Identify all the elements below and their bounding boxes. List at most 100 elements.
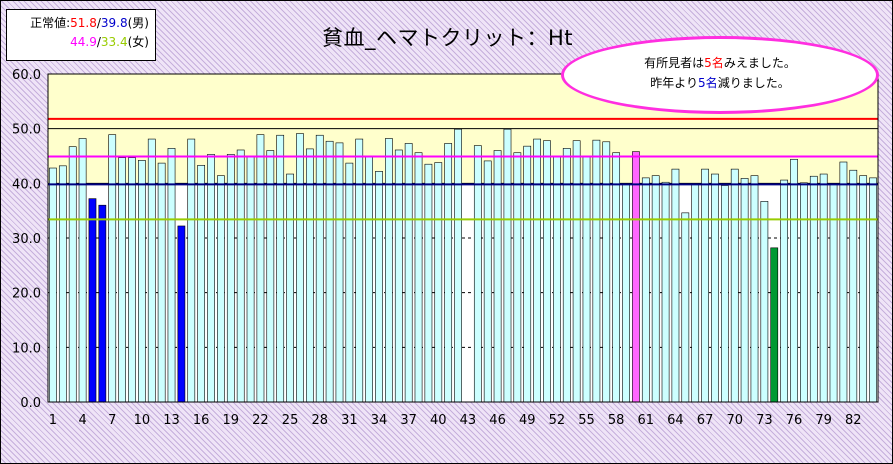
bar [543,140,551,403]
legend-male-label: (男) [127,16,149,30]
bar [49,167,57,403]
bar [325,140,334,403]
bar [582,156,591,403]
bar [572,140,581,403]
x-tick-label: 40 [430,413,447,428]
plot-area-lower [48,184,878,402]
bar [58,165,67,403]
legend-female-lower: 33.4 [100,35,128,49]
bar [681,212,690,403]
legend-male-upper: 51.8 [70,16,97,30]
bar [632,151,640,403]
bar [839,161,848,403]
x-tick-label: 70 [726,413,743,428]
x-tick-label: 73 [756,413,773,428]
bar [315,134,324,403]
bar [760,201,769,403]
bar [859,175,868,403]
bar [720,185,729,403]
x-tick-label: 22 [252,413,269,428]
note-line-2: 昨年より5名減りました。 [564,73,876,93]
x-tick-label: 64 [667,413,684,428]
bar [236,149,245,403]
bar [296,133,304,403]
bar [592,139,601,403]
bar [651,175,660,403]
x-tick-label: 43 [460,413,477,428]
bar [641,177,650,403]
note-line2-pre: 昨年より [650,76,699,90]
bar [661,181,670,403]
bar [780,179,788,403]
x-tick-label: 16 [193,413,210,428]
bar [177,225,186,403]
legend-female-upper: 44.9 [70,35,97,49]
bar [829,184,838,403]
bar [345,162,354,403]
x-tick-label: 4 [78,413,86,428]
bar [226,154,235,403]
bar [167,148,176,403]
x-tick-label: 10 [134,413,151,428]
x-tick-label: 82 [845,413,862,428]
x-tick-label: 13 [163,413,180,428]
bar [197,164,206,403]
bar [414,152,423,403]
x-tick-label: 7 [108,413,116,428]
bar [404,143,413,403]
y-tick-label: 30.0 [12,232,41,247]
x-tick-label: 37 [400,413,417,428]
bar [553,156,561,403]
bar [187,138,196,403]
note-line2-num: 5名 [698,76,718,90]
reference-legend: 正常値:51.8/39.8(男) 44.9/33.4(女) [6,9,156,61]
bar [790,158,798,403]
legend-female-row: 44.9/33.4(女) [7,33,149,51]
bar [128,157,136,403]
bar [78,138,87,403]
bar [147,138,156,403]
legend-slash: / [96,35,101,49]
x-tick-label: 34 [371,413,388,428]
bar [622,183,630,403]
y-tick-label: 10.0 [12,341,41,356]
x-tick-label: 52 [549,413,566,428]
bar [355,138,364,403]
note-line-1: 有所見者は5名みえました。 [564,53,876,73]
bar [533,138,541,403]
x-tick-label: 28 [311,413,328,428]
bar [256,134,265,403]
x-tick-label: 55 [578,413,595,428]
bar [207,154,215,403]
bar [503,128,512,403]
bar [88,198,97,403]
bar [483,160,492,403]
bar [108,134,117,403]
y-tick-label: 40.0 [12,177,41,192]
bar [118,157,126,403]
x-tick-label: 58 [608,413,625,428]
bar [711,173,719,403]
x-tick-label: 31 [341,413,358,428]
bar [98,204,107,403]
bar [800,182,808,403]
bar [701,168,709,403]
bar [365,155,373,403]
x-tick-label: 19 [223,413,240,428]
bar [454,128,462,403]
bar [385,138,393,403]
bar [602,141,611,403]
x-tick-label: 25 [282,413,299,428]
bar [444,143,453,403]
bar [434,162,443,403]
legend-male-lower: 39.8 [100,16,128,30]
x-tick-label: 67 [697,413,714,428]
note-line1-pre: 有所見者は [644,56,705,70]
bar [375,171,383,403]
plot-border [47,73,879,403]
y-tick-label: 20.0 [12,287,41,302]
bar [276,134,285,403]
note-line2-post: 減りました。 [717,76,790,90]
legend-male-row: 正常値:51.8/39.8(男) [7,14,149,32]
